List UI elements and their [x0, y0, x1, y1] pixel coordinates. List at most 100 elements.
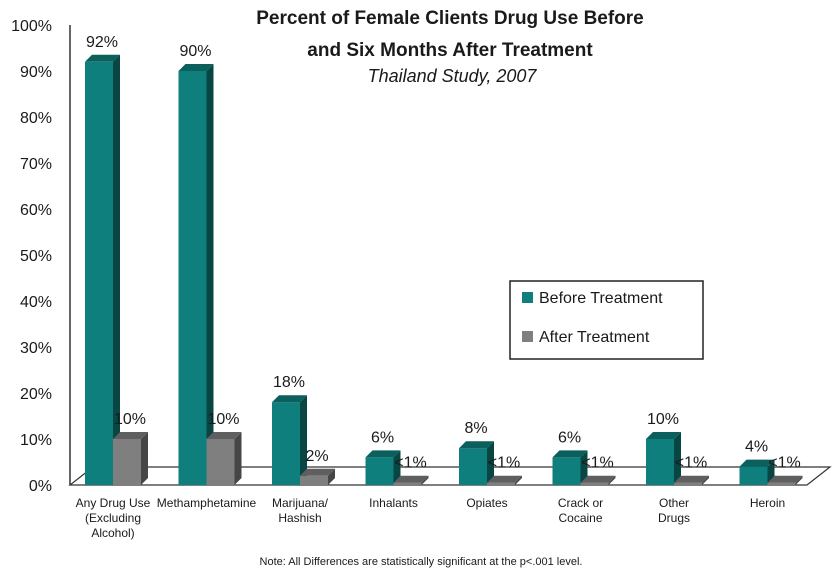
- x-category-label: Opiates: [466, 496, 507, 510]
- x-category-label: Hashish: [278, 511, 321, 525]
- y-tick-label: 30%: [20, 340, 52, 357]
- y-tick-label: 100%: [11, 18, 52, 35]
- legend-swatch-before: [522, 292, 533, 303]
- bar-top-before: [646, 432, 681, 439]
- y-tick-label: 60%: [20, 202, 52, 219]
- bar-after: [300, 475, 328, 485]
- bar-side-before: [113, 54, 120, 486]
- data-label: 18%: [273, 374, 305, 391]
- chart-bars: [85, 54, 803, 486]
- x-category-label: Cocaine: [558, 511, 602, 525]
- y-tick-label: 80%: [20, 110, 52, 127]
- data-label: <1%: [675, 455, 707, 472]
- bar-after: [393, 482, 422, 485]
- bar-top-before: [739, 459, 775, 467]
- legend-label-before: Before Treatment: [539, 290, 663, 307]
- data-label: 6%: [558, 429, 581, 446]
- bar-before: [739, 466, 768, 485]
- data-label: 10%: [207, 411, 239, 428]
- bar-side-after: [608, 475, 616, 485]
- bar-after: [487, 482, 515, 485]
- y-tick-label: 50%: [20, 248, 52, 265]
- bar-top-after: [206, 432, 242, 439]
- bar-before: [85, 61, 113, 486]
- x-category-label: Heroin: [750, 496, 785, 510]
- bar-side-after: [795, 475, 803, 485]
- bar-side-before: [300, 395, 307, 485]
- bar-top-before: [365, 450, 401, 458]
- bar-side-before: [393, 450, 401, 485]
- x-category-label: Methamphetamine: [157, 496, 257, 510]
- bar-before: [459, 448, 487, 485]
- bar-top-before: [552, 450, 588, 458]
- legend-box: [509, 280, 704, 360]
- bar-before: [646, 439, 674, 485]
- x-category-label: Other: [659, 496, 689, 510]
- bar-side-before: [674, 432, 681, 485]
- y-tick-label: 40%: [20, 294, 52, 311]
- legend-label-after: After Treatment: [539, 329, 650, 346]
- bar-side-before: [487, 441, 494, 485]
- bar-after: [767, 482, 796, 485]
- bar-side-after: [328, 468, 335, 485]
- bar-top-after: [767, 475, 803, 483]
- bar-top-after: [487, 475, 522, 483]
- data-label: <1%: [488, 455, 520, 472]
- chart-title-line-2: and Six Months After Treatment: [307, 40, 593, 61]
- x-category-label: (Excluding: [85, 511, 141, 525]
- bar-before: [365, 457, 394, 485]
- legend-swatch-after: [522, 331, 533, 342]
- x-category-label: Inhalants: [369, 496, 418, 510]
- chart-subtitle: Thailand Study, 2007: [368, 66, 538, 86]
- bar-side-before: [580, 450, 588, 485]
- bar-side-after: [421, 475, 429, 485]
- data-label: <1%: [768, 455, 800, 472]
- bar-top-after: [580, 475, 616, 483]
- y-tick-label: 20%: [20, 386, 52, 403]
- data-label: <1%: [394, 455, 426, 472]
- bar-side-after: [141, 432, 148, 485]
- data-label: 90%: [179, 43, 211, 60]
- bar-before: [272, 402, 300, 485]
- x-category-label: Drugs: [658, 511, 690, 525]
- bar-after: [674, 482, 702, 485]
- bar-after: [580, 482, 609, 485]
- bar-top-before: [178, 64, 214, 71]
- data-label: 10%: [647, 411, 679, 428]
- data-label: 4%: [745, 439, 768, 456]
- bar-top-before: [272, 395, 307, 403]
- data-label: 10%: [114, 411, 146, 428]
- x-category-label: Crack or: [558, 496, 603, 510]
- bar-top-before: [85, 54, 120, 62]
- y-tick-label: 70%: [20, 156, 52, 173]
- bar-side-after: [702, 475, 709, 485]
- bar-top-before: [459, 441, 494, 449]
- bar-top-after: [113, 432, 148, 439]
- bar-before: [552, 457, 581, 485]
- bar-side-after: [234, 432, 242, 485]
- bar-after: [206, 439, 235, 485]
- y-tick-label: 90%: [20, 64, 52, 81]
- data-label: 8%: [464, 420, 487, 437]
- bar-side-after: [515, 475, 522, 485]
- chart-axes: 0% 10% 20% 30% 40% 50% 60% 70% 80% 90% 100%: [11, 18, 832, 495]
- bar-side-before: [206, 64, 214, 485]
- x-category-label: Marijuana/: [272, 496, 329, 510]
- bar-top-after: [300, 468, 335, 476]
- x-category-label: Alcohol): [91, 526, 134, 540]
- data-label: 6%: [371, 429, 394, 446]
- chart-note: Note: All Differences are statistically …: [260, 556, 583, 568]
- bar-top-after: [393, 475, 429, 483]
- bar-after: [113, 439, 141, 485]
- data-label: 92%: [86, 34, 118, 51]
- data-label: <1%: [581, 455, 613, 472]
- legend: Before Treatment After Treatment: [509, 280, 704, 360]
- y-tick-label: 0%: [29, 478, 52, 495]
- y-tick-label: 10%: [20, 432, 52, 449]
- data-label: 2%: [305, 448, 328, 465]
- bar-top-after: [674, 475, 709, 483]
- bar-before: [178, 71, 207, 485]
- x-category-label: Any Drug Use: [76, 496, 151, 510]
